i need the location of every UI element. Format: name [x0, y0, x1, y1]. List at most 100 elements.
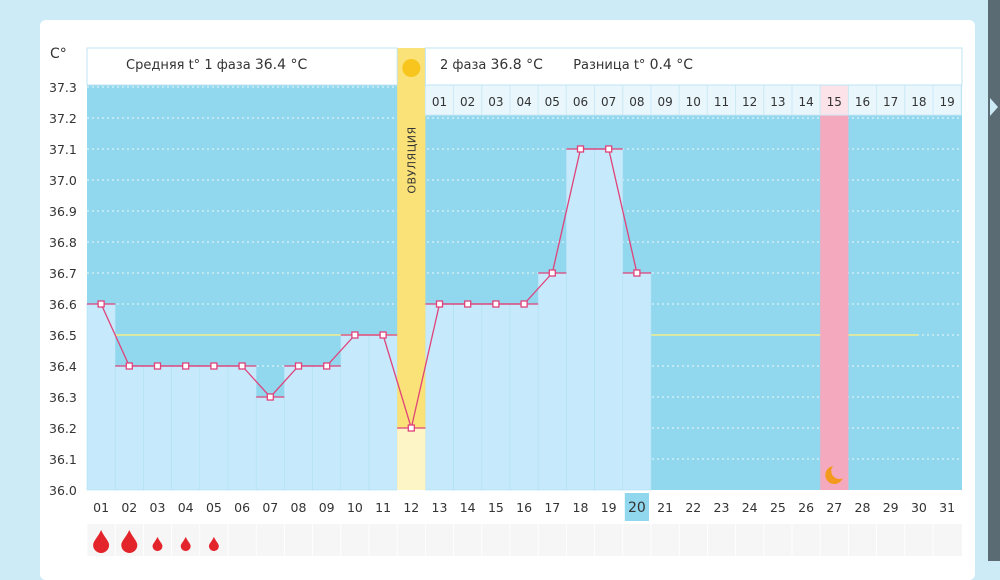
phase2-day-label: 11 [714, 95, 729, 109]
x-day-label: 17 [544, 500, 560, 515]
y-tick-label: 37.1 [49, 142, 77, 157]
phase2-day-cell [735, 84, 765, 116]
temperature-point [633, 269, 641, 277]
phase2-day-label: 14 [798, 95, 813, 109]
phase1-value: 36.4 °C [254, 57, 308, 73]
special-columns: ОВУЛЯЦИЯ [397, 48, 849, 490]
phase1-average: Средняя t° 1 фаза 36.4 °C [126, 57, 307, 73]
x-day-label: 19 [601, 500, 617, 515]
diff-value: 0.4 °C [649, 57, 694, 73]
temperature-point [576, 145, 585, 153]
highlighted-day-column [820, 85, 849, 490]
blood-drop-icon [208, 536, 219, 552]
x-day-label: 08 [291, 500, 307, 515]
ovulation-bar [397, 428, 426, 490]
phase2-day-label: 18 [911, 95, 926, 109]
temperature-bar [143, 365, 172, 491]
phase2-day-label: 04 [516, 95, 531, 109]
temperature-point [548, 269, 556, 277]
temperature-point [407, 424, 415, 432]
right-scroll-strip[interactable] [988, 0, 1000, 561]
highlighted-day-label: 15 [827, 95, 842, 109]
phase2-day-cell [509, 84, 539, 116]
x-day-label: 06 [234, 500, 250, 515]
temperature-point [153, 362, 162, 370]
x-day-label: 01 [93, 500, 109, 515]
temperature-point [182, 362, 190, 370]
blood-drop-icon [180, 536, 191, 552]
phase2-day-label: 03 [488, 95, 503, 109]
x-day-label: 28 [855, 500, 871, 515]
y-tick-label: 36.6 [49, 297, 77, 312]
x-day-label: 02 [121, 500, 137, 515]
y-tick-label: 36.2 [49, 421, 77, 436]
blood-drop-icon [121, 530, 138, 553]
phase2-day-cell [537, 84, 567, 116]
temperature-bar [227, 365, 257, 491]
temperature-bar [312, 365, 342, 491]
phase2-header-box [424, 47, 963, 86]
phase2-day-label: 05 [545, 95, 560, 109]
next-arrow-icon[interactable] [990, 98, 998, 116]
x-day-label: 20 [628, 500, 646, 516]
menstruation-row [86, 524, 962, 556]
temperature-bar [594, 148, 624, 491]
x-day-label: 05 [206, 500, 222, 515]
phase1-header-box [86, 47, 398, 86]
x-day-label: 16 [516, 500, 532, 515]
phase2-day-label: 10 [686, 95, 701, 109]
x-day-label: 29 [883, 500, 899, 515]
temperature-bar [86, 303, 116, 491]
y-unit-label: С° [50, 46, 67, 62]
menstruation-row-bg [87, 524, 962, 556]
temperature-point [435, 300, 444, 308]
y-tick-label: 36.0 [49, 483, 77, 498]
phase2-day-cell [622, 84, 652, 116]
phase2-day-label: 12 [742, 95, 757, 109]
x-day-label: 07 [262, 500, 278, 515]
y-axis: С° 36.0 36.1 36.2 36.3 36.4 36.5 36.6 36.7 36.8 36… [49, 46, 77, 498]
phase2-day-cell [763, 84, 793, 116]
temperature-point [323, 362, 331, 370]
phase2-day-label: 01 [432, 95, 447, 109]
x-day-label: 26 [798, 500, 814, 515]
y-tick-label: 36.5 [49, 328, 77, 343]
phase2-average: 2 фаза 36.8 °C Разница t° 0.4 °C [440, 57, 693, 73]
phase2-day-cell [876, 84, 906, 116]
x-day-label: 03 [150, 500, 166, 515]
x-day-label: 31 [939, 500, 955, 515]
temperature-bar [199, 365, 229, 491]
temperature-point [266, 393, 274, 401]
y-tick-label: 36.9 [49, 204, 77, 219]
x-day-label: 24 [742, 500, 758, 515]
temperature-point [125, 362, 133, 370]
phase2-day-cell [481, 84, 511, 116]
phase2-day-label: 16 [855, 95, 870, 109]
phase2-day-label: 07 [601, 95, 616, 109]
phase2-day-label: 08 [629, 95, 644, 109]
ovulation-column [397, 48, 426, 490]
x-axis: 01 02 03 04 05 06 07 08 09 10 11 12 13 14 15 16 17 18 19 20… [93, 493, 955, 521]
temperature-bar [340, 334, 370, 491]
temperature-point [97, 300, 105, 308]
y-tick-label: 36.1 [49, 452, 77, 467]
temperature-bar [622, 272, 652, 491]
x-day-label: 25 [770, 500, 786, 515]
x-day-label: 13 [432, 500, 448, 515]
temperature-bar [171, 365, 201, 491]
y-tick-label: 36.4 [49, 359, 77, 374]
today-cell [624, 493, 649, 521]
temperature-point [492, 300, 500, 308]
phase2-day-label: 13 [770, 95, 785, 109]
phase2-label: 2 фаза [440, 58, 487, 73]
temperature-bar [255, 396, 285, 491]
phase2-day-label: 02 [460, 95, 475, 109]
temperature-bar [425, 303, 454, 491]
x-day-label: 10 [347, 500, 363, 515]
x-day-label: 18 [573, 500, 589, 515]
x-day-label: 09 [319, 500, 335, 515]
diff-label: Разница t° [573, 58, 646, 73]
highlighted-day-cell [819, 84, 849, 116]
y-tick-label: 37.2 [49, 111, 77, 126]
ovulation-label: ОВУЛЯЦИЯ [405, 126, 418, 193]
